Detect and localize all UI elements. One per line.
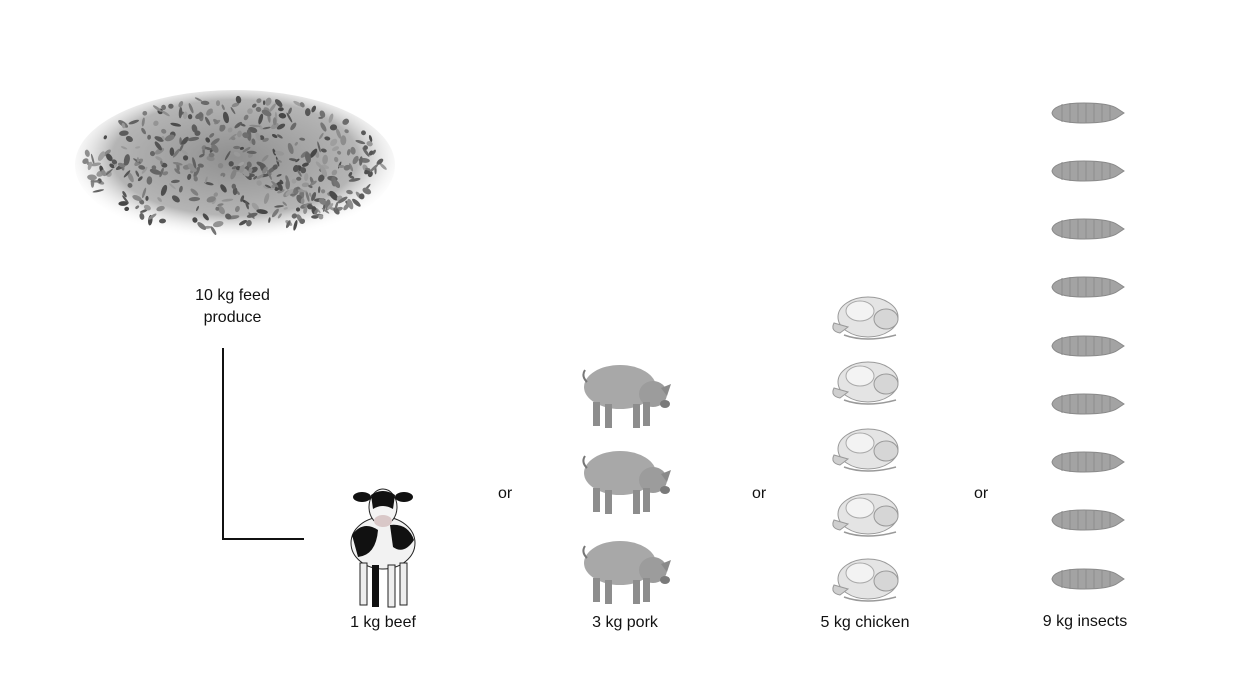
larva-icon (1051, 218, 1125, 240)
chicken-icon (832, 361, 899, 405)
chicken-icon (832, 493, 899, 537)
pig-icon (582, 540, 672, 605)
cow-icon (350, 488, 416, 608)
larva-icon (1051, 335, 1125, 357)
output-label-insects: 9 kg insects (1042, 613, 1128, 630)
larva-icon (1051, 276, 1125, 298)
or-separator: or (974, 485, 989, 502)
chicken-icon (832, 558, 899, 602)
or-separator: or (752, 485, 767, 502)
pig-icon (582, 450, 672, 515)
connector-line (222, 348, 304, 540)
pig-icon (582, 364, 672, 429)
chicken-stack (826, 285, 906, 607)
larva-stack (1046, 100, 1126, 600)
chicken-icon (832, 296, 899, 340)
larva-icon (1051, 509, 1125, 531)
feed-label-line1: 10 kg feed (195, 287, 270, 304)
pig-stack (575, 352, 675, 608)
feed-label: 10 kg feed produce (160, 285, 305, 329)
output-label-pork: 3 kg pork (592, 614, 658, 631)
output-label-beef: 1 kg beef (350, 614, 416, 631)
or-separator: or (498, 485, 513, 502)
larva-icon (1051, 393, 1125, 415)
larva-icon (1051, 102, 1125, 124)
chicken-icon (832, 428, 899, 472)
grain-pile-icon (75, 90, 395, 240)
larva-icon (1051, 451, 1125, 473)
feed-label-line2: produce (203, 309, 262, 326)
larva-icon (1051, 160, 1125, 182)
larva-icon (1051, 568, 1125, 590)
output-label-chicken: 5 kg chicken (820, 614, 910, 631)
